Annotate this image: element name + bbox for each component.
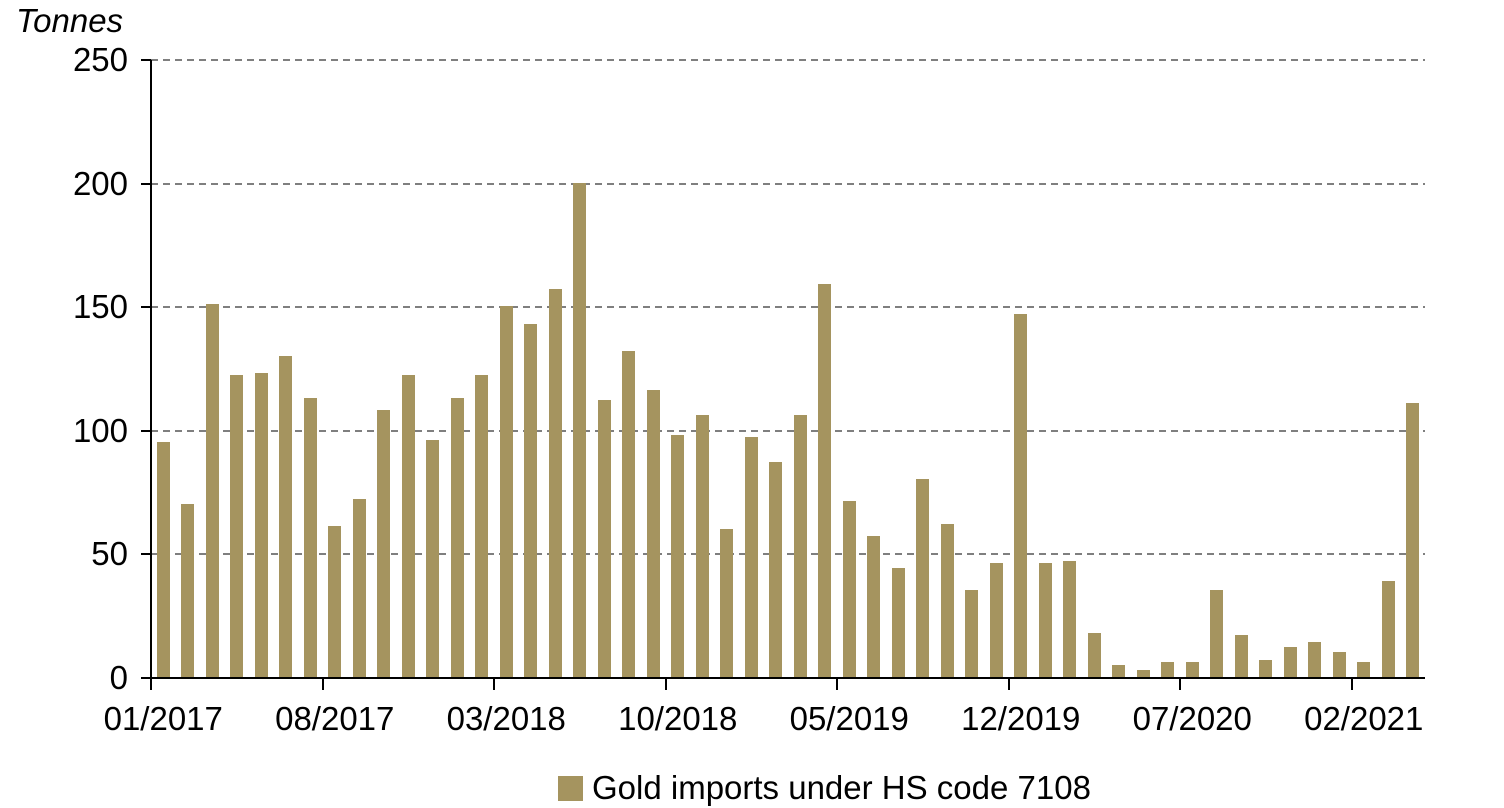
x-tick-label-02-2021: 02/2021 [1304, 700, 1424, 737]
bar-03-2018 [499, 306, 513, 677]
bar-05-2020 [1136, 669, 1150, 677]
bar-10-2017 [377, 410, 391, 677]
bar-08-2019 [916, 479, 930, 677]
bar-05-2017 [254, 372, 268, 677]
bar-04-2018 [524, 323, 538, 677]
bar-11-2017 [401, 375, 415, 677]
y-axis-tick-50 [141, 553, 151, 556]
y-axis-title: Tonnes [16, 2, 124, 39]
bar-01-2021 [1332, 652, 1346, 677]
x-axis-tick-08-2017 [321, 677, 324, 690]
y-axis-line [150, 60, 152, 679]
y-tick-label-250: 250 [72, 41, 128, 78]
x-axis-tick-07-2020 [1179, 677, 1181, 690]
y-axis-tick-250 [141, 59, 151, 61]
bar-11-2018 [695, 414, 709, 677]
bar-01-2019 [744, 437, 758, 677]
bar-11-2019 [989, 563, 1003, 677]
x-tick-label-01-2017: 01/2017 [103, 700, 223, 737]
bar-03-2021 [1381, 580, 1395, 677]
bar-12-2020 [1308, 642, 1322, 677]
y-tick-label-100: 100 [72, 411, 128, 449]
legend-swatch [558, 775, 583, 801]
bar-04-2019 [818, 283, 832, 677]
y-tick-label-150: 150 [72, 288, 128, 326]
bar-08-2018 [622, 350, 636, 677]
bar-01-2020 [1038, 563, 1052, 677]
bar-09-2019 [940, 523, 954, 677]
gridline-100 [151, 429, 1425, 432]
y-tick-label-200: 200 [72, 164, 128, 202]
bar-03-2017 [205, 303, 219, 677]
bar-10-2020 [1259, 659, 1273, 677]
x-axis-line [150, 677, 1425, 679]
bar-01-2018 [450, 397, 464, 677]
bar-06-2017 [279, 355, 293, 677]
bar-06-2020 [1161, 662, 1175, 677]
bar-08-2020 [1210, 590, 1224, 677]
x-axis-tick-05-2019 [836, 677, 838, 690]
x-axis-tick-03-2018 [493, 677, 495, 690]
gridline-150 [151, 306, 1425, 309]
bar-07-2019 [891, 568, 905, 677]
y-axis-tick-150 [141, 306, 151, 309]
bar-09-2018 [646, 390, 660, 677]
gridline-250 [151, 59, 1425, 61]
bar-05-2019 [842, 501, 856, 677]
x-axis-tick-02-2021 [1350, 677, 1353, 690]
bar-07-2020 [1185, 662, 1199, 677]
y-axis-tick-100 [141, 429, 151, 432]
y-axis-tick-0 [141, 677, 151, 679]
bar-06-2019 [867, 536, 881, 677]
bar-12-2019 [1014, 313, 1028, 677]
y-tick-label-0: 0 [109, 659, 128, 696]
x-tick-label-10-2018: 10/2018 [618, 700, 738, 737]
x-tick-label-03-2018: 03/2018 [446, 700, 566, 737]
x-axis-tick-10-2018 [664, 677, 667, 690]
bar-07-2017 [303, 397, 317, 677]
bar-10-2018 [671, 434, 685, 677]
bar-08-2017 [328, 526, 342, 677]
bar-04-2017 [230, 375, 244, 677]
bar-06-2018 [573, 182, 587, 677]
bar-02-2021 [1357, 662, 1371, 677]
bar-04-2020 [1112, 664, 1126, 677]
bar-02-2018 [475, 375, 489, 677]
x-tick-label-08-2017: 08/2017 [275, 700, 395, 737]
bar-04-2021 [1406, 402, 1420, 677]
bar-02-2020 [1063, 560, 1077, 677]
x-axis-tick-01-2017 [150, 677, 152, 690]
gridline-200 [151, 182, 1425, 185]
bar-07-2018 [597, 400, 611, 677]
bar-12-2017 [426, 439, 440, 677]
bar-03-2019 [793, 414, 807, 677]
bar-12-2018 [720, 528, 734, 677]
bar-09-2017 [352, 499, 366, 677]
legend: Gold imports under HS code 7108 [558, 769, 1091, 807]
bar-05-2018 [548, 288, 562, 677]
legend-label: Gold imports under HS code 7108 [592, 769, 1091, 806]
x-axis-tick-12-2019 [1007, 677, 1010, 690]
bar-10-2019 [965, 590, 979, 677]
y-tick-label-50: 50 [91, 535, 128, 573]
y-axis-tick-200 [141, 182, 151, 185]
bar-03-2020 [1087, 632, 1101, 677]
x-tick-label-12-2019: 12/2019 [961, 700, 1081, 737]
bar-09-2020 [1234, 634, 1248, 677]
bar-11-2020 [1283, 647, 1297, 677]
bar-01-2017 [156, 442, 170, 677]
gridline-50 [151, 553, 1425, 556]
x-tick-label-07-2020: 07/2020 [1132, 700, 1252, 737]
bar-02-2019 [769, 461, 783, 677]
bar-02-2017 [181, 503, 195, 677]
x-tick-label-05-2019: 05/2019 [789, 700, 909, 737]
